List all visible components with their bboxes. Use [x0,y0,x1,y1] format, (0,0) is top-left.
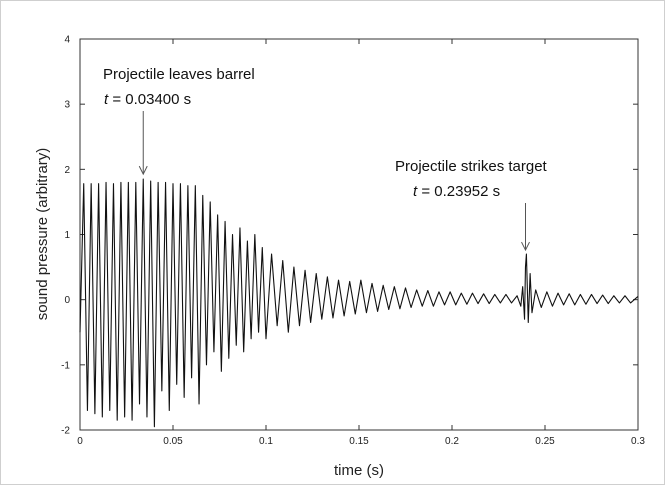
x-tick-label: 0.15 [349,436,369,447]
annotation-label: Projectile leaves barrel [103,66,255,83]
x-tick-label: 0.3 [631,436,645,447]
y-axis-title: sound pressure (arbitrary) [34,148,51,321]
x-axis-title: time (s) [334,462,384,479]
annotation-time: t = 0.23952 s [413,183,500,200]
plot-area [79,38,639,431]
y-tick-label: -2 [61,426,70,437]
y-ticks: -2 -1 0 1 2 3 4 [61,35,638,437]
annotation-time-symbol: t [413,183,418,200]
series-group [79,178,639,428]
x-tick-label: 0 [77,436,83,447]
annotation-time-value: = 0.03400 s [108,91,191,108]
x-tick-label: 0.25 [535,436,555,447]
annotation-arrowhead [521,241,530,252]
annotation-time: t = 0.03400 s [104,91,191,108]
series-line-0 [79,178,639,428]
y-tick-label: 4 [64,35,70,46]
y-tick-label: 2 [64,165,70,176]
y-tick-label: 0 [64,295,70,306]
y-tick-label: 3 [64,100,70,111]
y-tick-label: 1 [64,230,70,241]
annotation-label: Projectile strikes target [395,158,548,175]
x-tick-label: 0.2 [445,436,459,447]
x-tick-label: 0.1 [259,436,273,447]
y-tick-label: -1 [61,360,70,371]
x-ticks: 0 0.05 0.1 0.15 0.2 0.25 0.3 [77,39,645,447]
annotation-time-symbol: t [104,91,109,108]
x-tick-label: 0.05 [163,436,183,447]
annotation-arrowhead [138,165,148,176]
annotations-group: Projectile leaves barrel t = 0.03400 s Pro… [103,66,548,252]
annotation-time-value: = 0.23952 s [417,183,500,200]
